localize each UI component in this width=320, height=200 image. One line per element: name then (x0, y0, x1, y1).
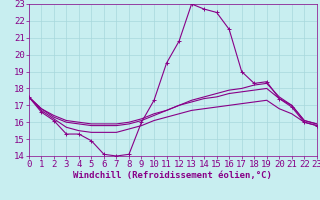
X-axis label: Windchill (Refroidissement éolien,°C): Windchill (Refroidissement éolien,°C) (73, 171, 272, 180)
